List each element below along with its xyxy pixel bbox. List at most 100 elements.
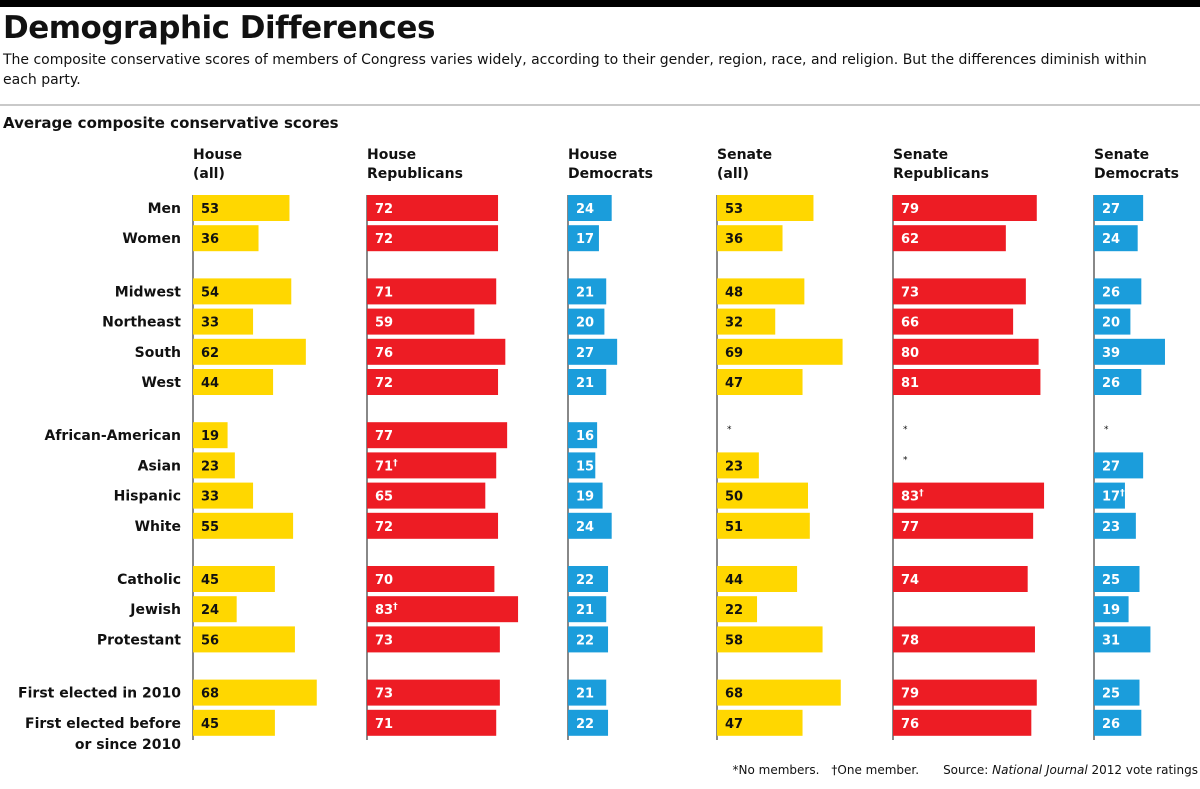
column-header: House — [568, 147, 617, 163]
bar-value-label: 22 — [576, 717, 594, 732]
bar-value-label: 47 — [725, 717, 743, 732]
bar-value-label: 80 — [901, 346, 919, 361]
bar — [1094, 225, 1138, 252]
bar — [717, 308, 776, 335]
bar — [193, 596, 237, 623]
bar-value-label: 73 — [901, 285, 919, 300]
bar — [568, 596, 607, 623]
bar — [1094, 482, 1125, 509]
bar — [568, 338, 618, 365]
bar — [717, 225, 783, 252]
bar-value-label: 55 — [201, 520, 219, 535]
bar-value-label: 77 — [901, 520, 919, 535]
bar-value-label: 72 — [375, 376, 393, 391]
bar — [1094, 596, 1129, 623]
bar-value-label: 83† — [375, 602, 398, 618]
bar-value-label: 76 — [375, 346, 393, 361]
bar — [193, 512, 294, 539]
bar — [568, 566, 609, 592]
column-header: Republicans — [367, 166, 463, 182]
bar — [367, 482, 486, 509]
no-members-marker: * — [727, 425, 732, 435]
bar-value-label: 16 — [576, 429, 594, 444]
bar-value-label: 59 — [375, 316, 393, 331]
column-header: Senate — [717, 147, 772, 163]
bar-value-label: 23 — [201, 459, 219, 474]
row-label: Women — [122, 231, 181, 247]
bar-value-label: 74 — [901, 573, 919, 588]
column-header: Senate — [893, 147, 948, 163]
bar — [367, 225, 499, 252]
bar-value-label: 22 — [576, 633, 594, 648]
bar — [893, 195, 1037, 221]
bar — [1094, 626, 1151, 653]
bar-value-label: 32 — [725, 316, 743, 331]
source-suffix: 2012 vote ratings — [1087, 763, 1198, 777]
bar-value-label: 19 — [201, 429, 219, 444]
bar-value-label: 48 — [725, 285, 743, 300]
bar-value-label: 83† — [901, 489, 924, 505]
bar — [367, 278, 497, 305]
bar-value-label: 19 — [576, 490, 594, 505]
bar-value-label: 26 — [1102, 285, 1120, 300]
row-label: Asian — [138, 458, 181, 474]
bar — [717, 512, 810, 539]
bar-value-label: 73 — [375, 687, 393, 702]
bar — [193, 338, 306, 365]
row-label: Northeast — [102, 315, 181, 331]
bar — [193, 308, 254, 335]
bar — [193, 422, 228, 449]
bar-value-label: 69 — [725, 346, 743, 361]
bar-value-label: 78 — [901, 633, 919, 648]
bar — [367, 338, 506, 365]
bar — [367, 596, 519, 623]
bar — [568, 195, 612, 221]
bar-value-label: 71 — [375, 285, 393, 300]
bar — [367, 422, 508, 449]
bar — [367, 626, 500, 653]
bar — [367, 195, 499, 221]
bar-value-label: 26 — [1102, 717, 1120, 732]
bar-value-label: 71 — [375, 717, 393, 732]
bar-value-label: 50 — [725, 490, 743, 505]
bar — [568, 369, 607, 395]
bar — [568, 422, 598, 449]
bar-value-label: 24 — [576, 520, 594, 535]
column-header: Senate — [1094, 147, 1149, 163]
column-header: Democrats — [568, 166, 653, 182]
bar — [717, 679, 841, 706]
bar-value-label: 62 — [901, 232, 919, 247]
column-header: House — [367, 147, 416, 163]
bar — [568, 482, 603, 509]
bar-value-label: 66 — [901, 316, 919, 331]
row-label: Catholic — [117, 572, 181, 588]
column-header: Democrats — [1094, 166, 1179, 182]
bar — [717, 596, 758, 623]
bar — [568, 308, 605, 335]
bar — [717, 452, 759, 479]
subtitle: The composite conservative scores of mem… — [3, 52, 1147, 88]
footer-notes: *No members. †One member. Source: National… — [733, 763, 1199, 777]
bar — [568, 626, 609, 653]
no-members-marker: * — [903, 455, 908, 465]
bar-value-label: 47 — [725, 376, 743, 391]
row-label: South — [135, 345, 181, 361]
bar-value-label: 70 — [375, 573, 393, 588]
bar-value-label: 39 — [1102, 346, 1120, 361]
bar-value-label: 25 — [1102, 573, 1120, 588]
bar-value-label: 73 — [375, 633, 393, 648]
row-label: Midwest — [115, 284, 182, 300]
bar-value-label: 53 — [201, 202, 219, 217]
bar — [367, 679, 500, 706]
bar-value-label: 26 — [1102, 376, 1120, 391]
bar-value-label: 71† — [375, 458, 398, 474]
bar — [717, 626, 823, 653]
bar-value-label: 20 — [576, 316, 594, 331]
bar-value-label: 33 — [201, 316, 219, 331]
bar — [1094, 709, 1142, 736]
bar-value-label: 15 — [576, 459, 594, 474]
bar-value-label: 21 — [576, 687, 594, 702]
bar-value-label: 27 — [576, 346, 594, 361]
bar-value-label: 24 — [1102, 232, 1120, 247]
